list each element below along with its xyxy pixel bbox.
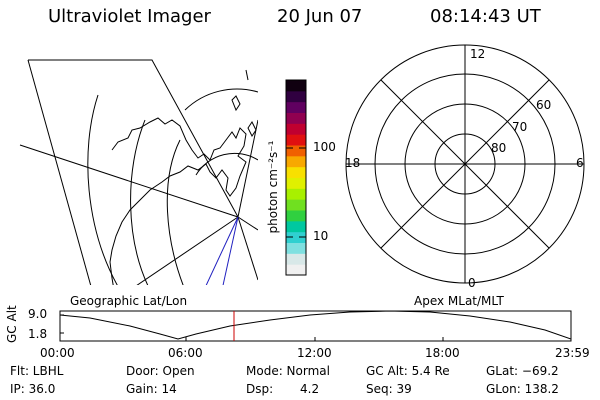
colorbar-segment xyxy=(286,253,306,265)
colorbar-tick-10: 10 xyxy=(313,229,329,243)
geographic-map xyxy=(19,59,258,285)
mlat-label-80: 80 xyxy=(491,141,507,155)
colorbar-segment xyxy=(286,80,306,92)
timeline-ticks xyxy=(60,314,444,341)
gain-status: Gain: 14 xyxy=(126,382,177,396)
gc-alt-status: GC Alt: 5.4 Re xyxy=(366,364,450,378)
colorbar-segment xyxy=(286,123,306,135)
colorbar-segment xyxy=(286,188,306,200)
colorbar-segment xyxy=(286,264,306,276)
colorbar-segment xyxy=(286,210,306,222)
colorbar-segment xyxy=(286,101,306,113)
colorbar-segment xyxy=(286,177,306,189)
colorbar-segment xyxy=(286,90,306,103)
colorbar-tick-100: 100 xyxy=(313,140,336,154)
time-label: 08:14:43 UT xyxy=(430,6,541,27)
timeline-ylabel: GC Alt xyxy=(5,305,19,343)
colorbar-segment xyxy=(286,112,306,124)
timeline-xtick-1200: 12:00 xyxy=(297,346,332,360)
mlt-label-12: 12 xyxy=(470,47,486,61)
dsp-status: Dsp: xyxy=(246,382,274,396)
timeline-xtick-0600: 06:00 xyxy=(168,346,203,360)
mlt-label-0: 0 xyxy=(468,276,476,290)
timeline-xtick-2359: 23:59 xyxy=(555,346,590,360)
polar-dial xyxy=(345,44,585,284)
colorbar-segment xyxy=(286,231,306,243)
altitude-curve xyxy=(60,311,571,340)
colorbar-segment xyxy=(286,134,306,146)
filter-status: Flt: LBHL xyxy=(10,364,64,378)
glon-status: GLon: 138.2 xyxy=(486,382,559,396)
colorbar-segment xyxy=(286,199,306,211)
colorbar-segment xyxy=(286,242,306,254)
instrument-title: Ultraviolet Imager xyxy=(48,6,211,27)
timeline-ytick-1-8: 1.8 xyxy=(28,327,48,341)
date-label: 20 Jun 07 xyxy=(277,6,363,27)
mlt-label-18: 18 xyxy=(345,156,361,170)
colorbar xyxy=(285,79,307,276)
timeline-ytick-9: 9.0 xyxy=(28,307,48,321)
timeline-xtick-1800: 18:00 xyxy=(425,346,460,360)
dsp-value: 4.2 xyxy=(300,382,320,396)
mlt-label-6: 6 xyxy=(576,156,584,170)
door-status: Door: Open xyxy=(126,364,195,378)
colorbar-frame xyxy=(285,79,307,276)
ip-status: IP: 36.0 xyxy=(10,382,56,396)
mode-status: Mode: Normal xyxy=(246,364,330,378)
colorbar-ticks xyxy=(286,147,306,238)
timeline-xtick-0000: 00:00 xyxy=(40,346,75,360)
mlat-label-60: 60 xyxy=(536,98,552,112)
colorbar-segment xyxy=(286,145,306,157)
seq-status: Seq: 39 xyxy=(366,382,412,396)
colorbar-unit-label: photon cm⁻²s⁻¹ xyxy=(266,140,280,234)
glat-status: GLat: −69.2 xyxy=(486,364,559,378)
timeline-frame xyxy=(59,310,572,342)
geographic-label: Geographic Lat/Lon xyxy=(70,294,188,308)
colorbar-segment xyxy=(286,166,306,178)
colorbar-segment xyxy=(286,155,306,168)
apex-label: Apex MLat/MLT xyxy=(414,294,504,308)
mlat-label-70: 70 xyxy=(512,120,528,134)
colorbar-segment xyxy=(286,220,306,233)
